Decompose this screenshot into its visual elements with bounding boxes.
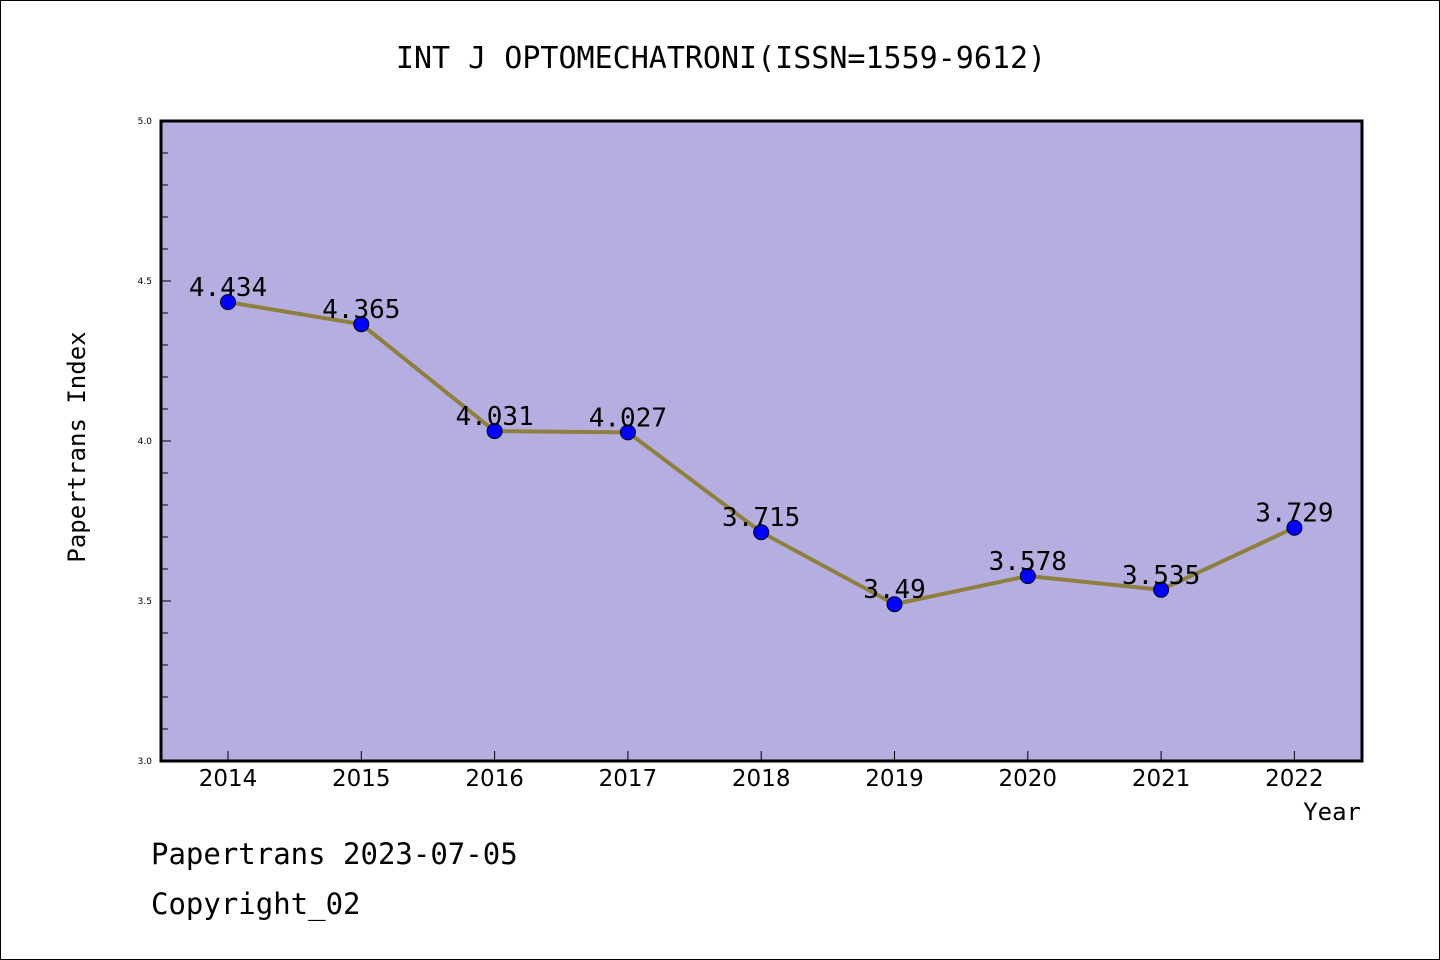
x-tick-label: 2019	[865, 766, 924, 792]
y-tick-label: 4.0	[138, 437, 153, 447]
y-tick-label: 4.5	[138, 277, 152, 287]
data-point	[486, 423, 503, 440]
x-axis: 2014 2015 2016 2017 2018 2019 2020 2021 2022	[199, 751, 1324, 792]
x-tick-label: 2020	[999, 766, 1058, 792]
y-tick-label: 3.5	[138, 597, 152, 607]
x-tick-label: 2014	[199, 766, 258, 792]
data-point	[753, 524, 770, 541]
data-point	[1286, 519, 1303, 536]
series-line-group: 4.434 4.365 4.031 4.027 3.715 3.49 3.578 3.535 3…	[189, 273, 1334, 613]
data-label: 4.027	[589, 403, 667, 433]
y-tick-label: 5.0	[138, 117, 153, 127]
data-label: 4.365	[322, 295, 400, 325]
x-tick-label: 2022	[1265, 766, 1324, 792]
data-point	[220, 294, 236, 311]
data-label: 3.49	[863, 575, 926, 605]
x-axis-title: Year	[1303, 798, 1361, 826]
data-label: 3.535	[1122, 561, 1200, 591]
data-label: 3.729	[1255, 499, 1333, 529]
data-point	[886, 596, 903, 613]
footer-copyright: Copyright_02	[151, 887, 361, 921]
chart-title: INT J OPTOMECHATRONI(ISSN=1559-9612)	[396, 41, 1046, 76]
x-tick-label: 2017	[599, 766, 658, 792]
footer-date: Papertrans 2023-07-05	[151, 837, 518, 871]
y-axis-title: Papertrans Index	[63, 331, 91, 562]
plot-area	[161, 121, 1362, 761]
data-label: 4.434	[189, 273, 267, 303]
data-point	[619, 424, 636, 441]
x-tick-label: 2016	[465, 766, 524, 792]
x-tick-label: 2021	[1132, 766, 1191, 792]
data-label: 4.031	[455, 402, 533, 432]
data-point	[353, 316, 370, 333]
data-label: 3.715	[722, 503, 800, 533]
data-point	[1153, 581, 1170, 598]
data-point	[1019, 568, 1036, 585]
data-label: 3.578	[989, 547, 1067, 577]
x-tick-label: 2015	[332, 766, 391, 792]
plot-frame	[159, 119, 1364, 763]
y-tick-label: 3.0	[138, 757, 153, 767]
x-tick-label: 2018	[732, 766, 791, 792]
